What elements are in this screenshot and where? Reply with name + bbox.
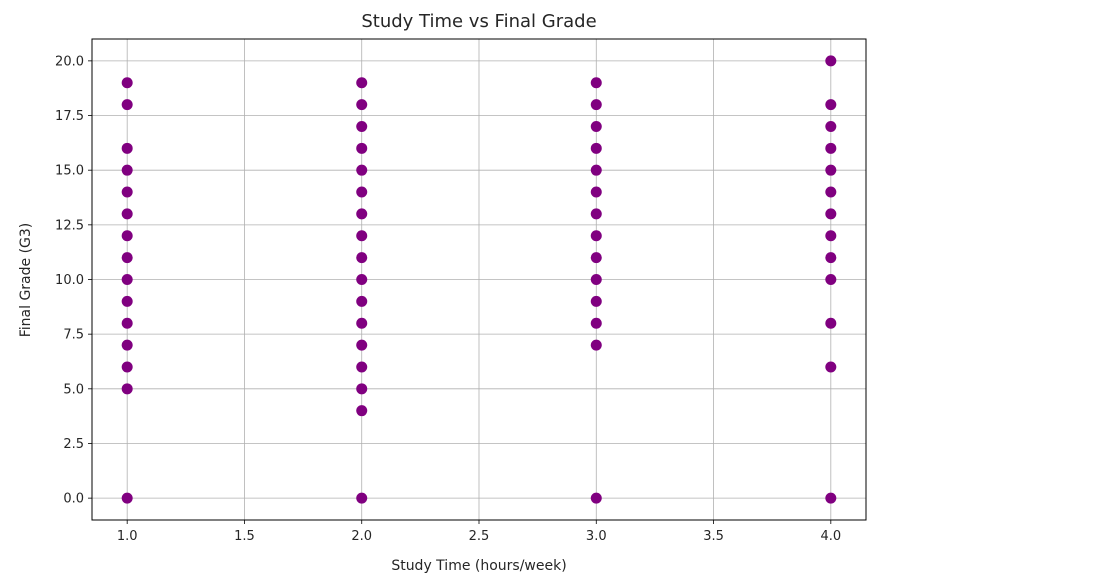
scatter-point [825,120,837,132]
scatter-point [356,295,368,307]
scatter-point [590,274,602,285]
scatter-point [356,274,368,285]
scatter-point [121,164,133,176]
scatter-point [825,186,837,198]
scatter-point [825,55,837,67]
x-tick-label: 2.0 [351,529,372,544]
scatter-point [825,252,837,264]
scatter-point [825,208,837,220]
scatter-point [356,492,368,504]
y-tick-label: 2.5 [63,437,84,452]
data-points [121,55,837,504]
scatter-point [590,252,602,264]
scatter-point [356,405,368,417]
scatter-point [356,230,368,242]
y-tick-label: 0.0 [63,492,84,507]
x-tick-label: 3.0 [586,529,607,544]
x-tick-label: 4.0 [820,529,841,544]
scatter-point [590,77,602,89]
y-tick-label: 12.5 [55,218,84,233]
scatter-point [121,339,133,351]
scatter-point [825,274,837,285]
scatter-point [356,142,368,154]
scatter-point [121,492,133,504]
scatter-point [356,99,368,111]
y-tick-label: 7.5 [63,328,84,343]
scatter-point [356,339,368,351]
scatter-point [121,361,133,373]
scatter-point [121,186,133,198]
scatter-point [590,99,602,111]
scatter-point [825,99,837,111]
scatter-point [356,208,368,220]
scatter-point [356,186,368,198]
scatter-point [590,317,602,329]
scatter-point [825,361,837,373]
grid [92,39,866,520]
y-tick-label: 17.5 [55,109,84,124]
scatter-point [121,230,133,242]
scatter-point [590,186,602,198]
y-tick-label: 20.0 [55,54,84,69]
y-tick-label: 5.0 [63,382,84,397]
x-tick-label: 1.5 [234,529,255,544]
scatter-point [590,230,602,242]
y-tick-label: 10.0 [55,273,84,288]
x-axis-label: Study Time (hours/week) [391,558,566,574]
scatter-point [121,208,133,220]
ticks: 1.0 1.5 2.0 2.5 3.0 3.5 4.0 0.0 2.5 5.0 7.5 10.0 12.… [55,54,841,544]
scatter-point [825,230,837,242]
scatter-point [121,252,133,264]
scatter-point [356,77,368,89]
x-tick-label: 2.5 [469,529,490,544]
scatter-point [356,383,368,395]
scatter-point [121,274,133,285]
scatter-point [590,339,602,351]
scatter-point [356,361,368,373]
y-tick-label: 15.0 [55,164,84,179]
scatter-point [121,295,133,307]
scatter-point [121,77,133,89]
scatter-point [121,317,133,329]
scatter-point [590,120,602,132]
scatter-point [121,383,133,395]
scatter-point [590,208,602,220]
scatter-point [590,164,602,176]
x-tick-label: 3.5 [703,529,724,544]
scatter-point [356,164,368,176]
scatter-point [825,492,837,504]
scatter-point [825,164,837,176]
scatter-point [590,492,602,504]
scatter-point [356,252,368,264]
chart-title: Study Time vs Final Grade [361,11,596,32]
x-tick-label: 1.0 [117,529,138,544]
scatter-point [825,142,837,154]
scatter-point [121,99,133,111]
scatter-point [590,142,602,154]
scatter-point [825,317,837,329]
scatter-point [121,142,133,154]
scatter-point [590,295,602,307]
y-axis-label: Final Grade (G3) [18,223,34,338]
scatter-point [356,120,368,132]
scatter-point [356,317,368,329]
